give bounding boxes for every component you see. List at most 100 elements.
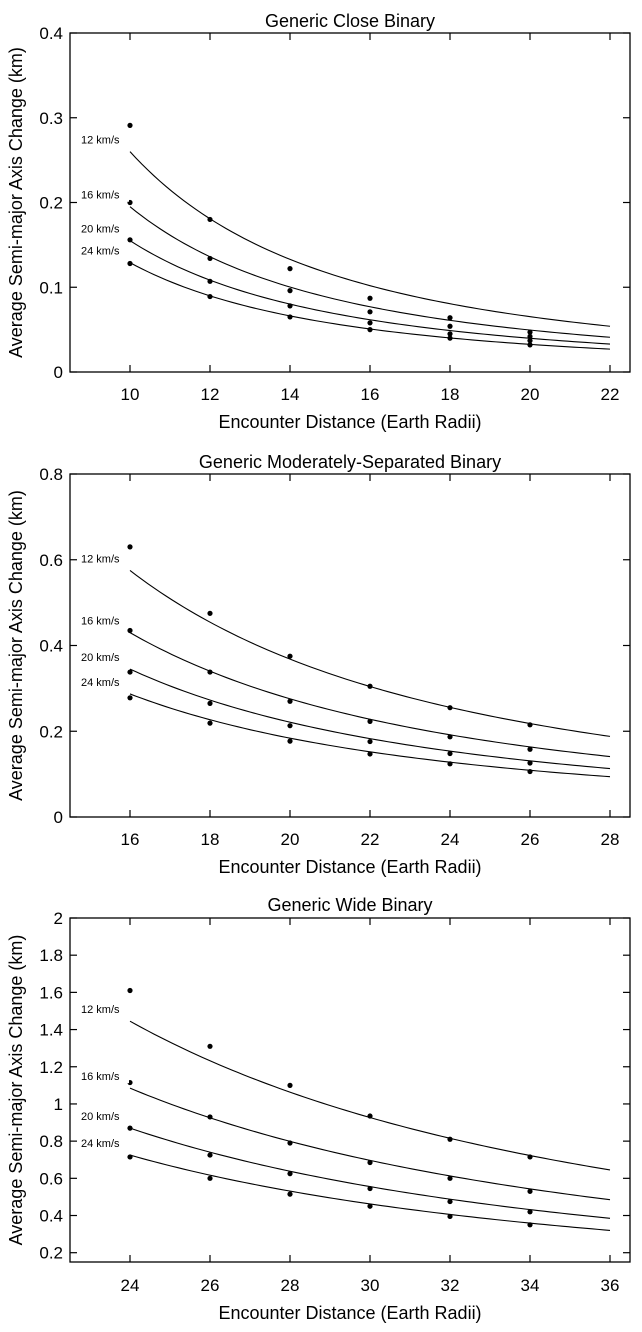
data-point [287, 698, 293, 704]
data-point [127, 544, 133, 550]
x-tick-label: 12 [201, 385, 220, 404]
chart-panel-wide-binary: Generic Wide Binary 24 26 28 30 32 34 36 0.2 0.4 0… [0, 885, 642, 1332]
y-tick-label: 0.4 [39, 1207, 63, 1226]
data-point [287, 1191, 293, 1197]
data-point [447, 734, 453, 740]
y-tick-label: 0.2 [39, 722, 63, 741]
data-point [127, 627, 133, 634]
chart-panel-close-binary: Generic Close Binary 10 12 14 16 18 20 22 0 0.1 0.… [0, 0, 642, 440]
fit-curve [129, 1020, 611, 1171]
data-point [127, 260, 133, 267]
series-label: 20 km/s [81, 652, 120, 664]
y-tick-label: 0.3 [39, 109, 63, 128]
x-axis-label: Encounter Distance (Earth Radii) [218, 1303, 481, 1323]
data-point [447, 335, 453, 341]
series-label: 24 km/s [81, 1138, 120, 1150]
data-point [207, 1114, 213, 1120]
data-point [287, 314, 293, 320]
series-label: 12 km/s [81, 1004, 120, 1016]
chart-title: Generic Moderately-Separated Binary [199, 452, 501, 472]
y-axis-label: Average Semi-major Axis Change (km) [6, 47, 26, 358]
series-label: 12 km/s [81, 135, 120, 147]
y-tick-label: 0.8 [39, 465, 63, 484]
chart-title: Generic Wide Binary [267, 895, 432, 915]
x-tick-label: 30 [361, 1276, 380, 1295]
fit-curve [129, 570, 611, 737]
series-label-background [79, 1003, 129, 1017]
fit-curve [129, 1154, 611, 1231]
y-tick-label: 1 [54, 1095, 63, 1114]
y-axis-label: Average Semi-major Axis Change (km) [6, 935, 26, 1246]
data-point [367, 327, 373, 333]
y-tick-label: 0.6 [39, 1169, 63, 1188]
data-point [367, 1203, 373, 1209]
data-point [127, 669, 133, 675]
series-label-background [79, 1070, 129, 1084]
x-tick-label: 32 [441, 1276, 460, 1295]
series-label-background [79, 614, 129, 628]
data-point [367, 295, 373, 301]
series-label-background [79, 133, 129, 147]
data-point [527, 722, 533, 728]
data-point [367, 738, 373, 745]
data-point [127, 122, 133, 128]
data-point [527, 1154, 533, 1160]
data-point [367, 683, 373, 689]
data-point [447, 331, 453, 337]
data-point [447, 1175, 453, 1181]
data-point [207, 216, 213, 223]
x-tick-label: 20 [521, 385, 540, 404]
data-point [527, 342, 533, 348]
y-tick-label: 1.6 [39, 983, 63, 1002]
data-point [127, 1154, 133, 1160]
data-point [447, 1213, 453, 1220]
moderately-separated-binary-chart: Generic Moderately-Separated Binary 16 18 2… [6, 452, 631, 877]
x-tick-label: 16 [361, 385, 380, 404]
series-label-background [79, 1137, 129, 1151]
data-point [207, 1152, 213, 1158]
series-label: 20 km/s [81, 1111, 120, 1123]
y-tick-label: 0 [54, 808, 63, 827]
fit-curve [129, 693, 611, 778]
data-point [367, 1159, 373, 1166]
series-label: 12 km/s [81, 553, 120, 565]
series-label: 24 km/s [81, 677, 120, 689]
data-point [287, 1140, 293, 1146]
data-point [527, 746, 533, 752]
fit-curve [129, 1087, 611, 1201]
data-point [527, 338, 533, 344]
data-point [287, 723, 293, 729]
data-point [447, 323, 453, 329]
x-tick-label: 28 [281, 1276, 300, 1295]
series-label-background [79, 552, 129, 566]
series-label-background [79, 222, 129, 236]
data-point [527, 1209, 533, 1215]
data-point [207, 1043, 213, 1049]
data-point [527, 768, 533, 775]
x-tick-label: 18 [441, 385, 460, 404]
data-point [287, 266, 293, 272]
series-label-background [79, 1110, 129, 1124]
data-point [367, 1113, 373, 1119]
data-point [287, 653, 293, 659]
y-tick-label: 0.4 [39, 24, 63, 43]
x-tick-label: 34 [521, 1276, 540, 1295]
plot-frame [69, 32, 631, 373]
x-tick-label: 36 [601, 1276, 620, 1295]
series-label-background [79, 651, 129, 665]
y-tick-label: 1.2 [39, 1058, 63, 1077]
y-axis-label: Average Semi-major Axis Change (km) [6, 490, 26, 801]
x-tick-label: 28 [601, 830, 620, 849]
plot-frame [69, 917, 631, 1263]
chart-panel-moderately-separated-binary: Generic Moderately-Separated Binary 16 18 2… [0, 440, 642, 885]
chart-title: Generic Close Binary [265, 11, 435, 31]
data-point [287, 1171, 293, 1177]
series-label: 16 km/s [81, 190, 120, 202]
x-tick-label: 14 [281, 385, 300, 404]
data-point [367, 751, 373, 757]
series-label: 20 km/s [81, 224, 120, 236]
x-tick-label: 22 [601, 385, 620, 404]
x-tick-label: 18 [201, 830, 220, 849]
data-point [447, 761, 453, 767]
data-point [527, 1222, 533, 1228]
